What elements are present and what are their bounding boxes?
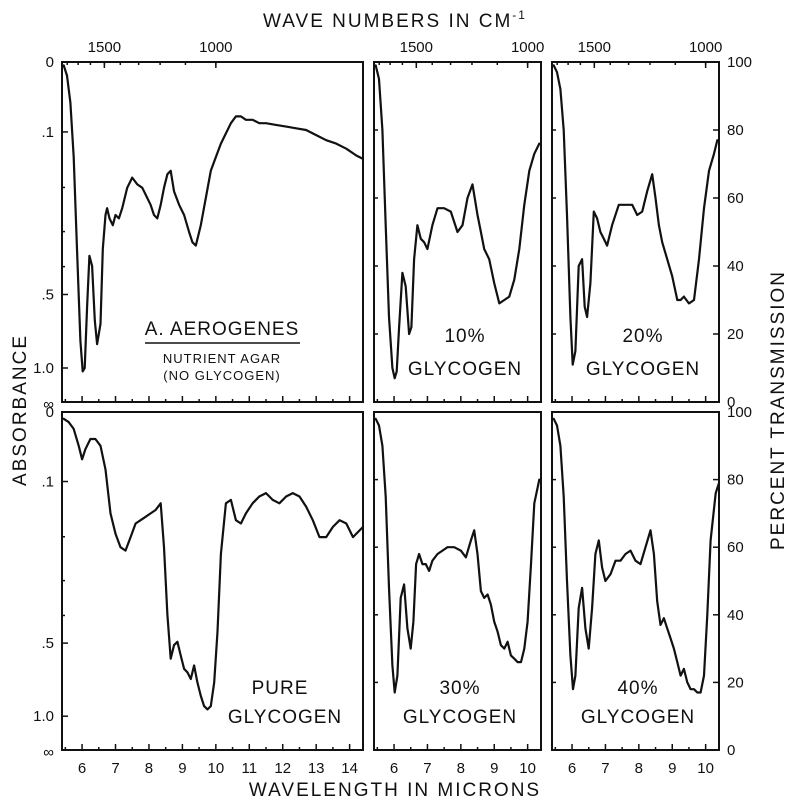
transmission-tick-label: 80 [727,472,744,489]
panel-label-a-aerogenes: A. AEROGENES [145,319,300,340]
absorbance-tick-label: 0 [46,404,54,421]
x-tick-label: 14 [341,760,358,777]
panel-label-20: 20% [622,326,663,347]
x-tick-label: 8 [145,760,153,777]
panel-sublabel-30: GLYCOGEN [403,707,517,728]
transmission-tick-label: 40 [727,607,744,624]
transmission-tick-label: 60 [727,190,744,207]
x-tick-label: 7 [111,760,119,777]
panel-frame-40-glycogen [551,411,720,751]
transmission-tick-label: 0 [727,394,735,411]
wavenumber-tick-label: 1500 [88,39,121,56]
x-tick-label: 12 [274,760,291,777]
right-axis-title: PERCENT TRANSMISSION [768,270,789,550]
absorbance-tick-label: .1 [41,474,54,491]
panel-label-30: 30% [439,678,480,699]
transmission-tick-label: 60 [727,539,744,556]
absorbance-tick-label: 1.0 [33,360,54,377]
panel-sublabel-no-glycogen: (NO GLYCOGEN) [163,368,281,383]
wavenumber-tick-label: 1000 [689,39,722,56]
spectrum-line-pure-glycogen [62,417,365,711]
x-tick-label: 11 [241,760,257,777]
x-tick-label: 9 [490,760,498,777]
transmission-tick-label: 100 [727,404,752,421]
panel-frame-10-glycogen [373,61,542,403]
x-tick-label: 10 [208,760,225,777]
bottom-axis-title: WAVELENGTH IN MICRONS [249,780,541,801]
absorbance-infinity-label: ∞ [43,744,54,761]
transmission-tick-label: 20 [727,326,744,343]
top-axis-title: WAVE NUMBERS IN CM-1 [263,8,527,32]
transmission-tick-label: 20 [727,674,744,691]
spectrum-line-40-glycogen [552,417,721,694]
absorbance-tick-label: .5 [41,286,54,303]
x-tick-label: 8 [635,760,643,777]
x-tick-label: 9 [178,760,186,777]
x-tick-label: 6 [568,760,576,777]
spectrum-line-a-aerogenes [62,64,365,373]
panel-sublabel-20: GLYCOGEN [586,359,700,380]
transmission-tick-label: 100 [727,54,752,71]
spectrum-line-30-glycogen [374,417,541,694]
wavenumber-tick-label: 1000 [199,39,232,56]
panel-frame-20-glycogen [551,61,720,403]
wavenumber-tick-label: 1000 [511,39,544,56]
x-tick-label: 6 [390,760,398,777]
x-tick-label: 13 [308,760,325,777]
absorbance-infinity-label: ∞ [43,396,54,413]
absorbance-tick-label: 1.0 [33,708,54,725]
spectrum-line-10-glycogen [374,64,541,380]
panel-label-pure: PURE [252,678,309,699]
absorbance-tick-label: .5 [41,635,54,652]
x-tick-label: 10 [519,760,536,777]
spectrum-line-20-glycogen [552,64,719,366]
x-tick-label: 10 [697,760,714,777]
absorbance-tick-label: 0 [46,54,54,71]
transmission-tick-label: 0 [727,742,735,759]
panel-sublabel-nutrient-agar: NUTRIENT AGAR [163,351,281,366]
x-tick-label: 9 [668,760,676,777]
panel-label-10: 10% [444,326,485,347]
panel-frame-30-glycogen [373,411,542,751]
x-tick-label: 7 [601,760,609,777]
left-axis-title: ABSORBANCE [10,334,31,486]
panel-sublabel-10: GLYCOGEN [408,359,522,380]
absorbance-tick-label: .1 [41,124,54,141]
x-tick-label: 6 [78,760,86,777]
panel-sublabel-pure: GLYCOGEN [228,707,342,728]
x-tick-label: 7 [423,760,431,777]
x-tick-label: 8 [457,760,465,777]
transmission-tick-label: 40 [727,258,744,275]
panel-label-40: 40% [617,678,658,699]
panel-sublabel-40: GLYCOGEN [581,707,695,728]
wavenumber-tick-label: 1500 [400,39,433,56]
wavenumber-tick-label: 1500 [578,39,611,56]
transmission-tick-label: 80 [727,122,744,139]
